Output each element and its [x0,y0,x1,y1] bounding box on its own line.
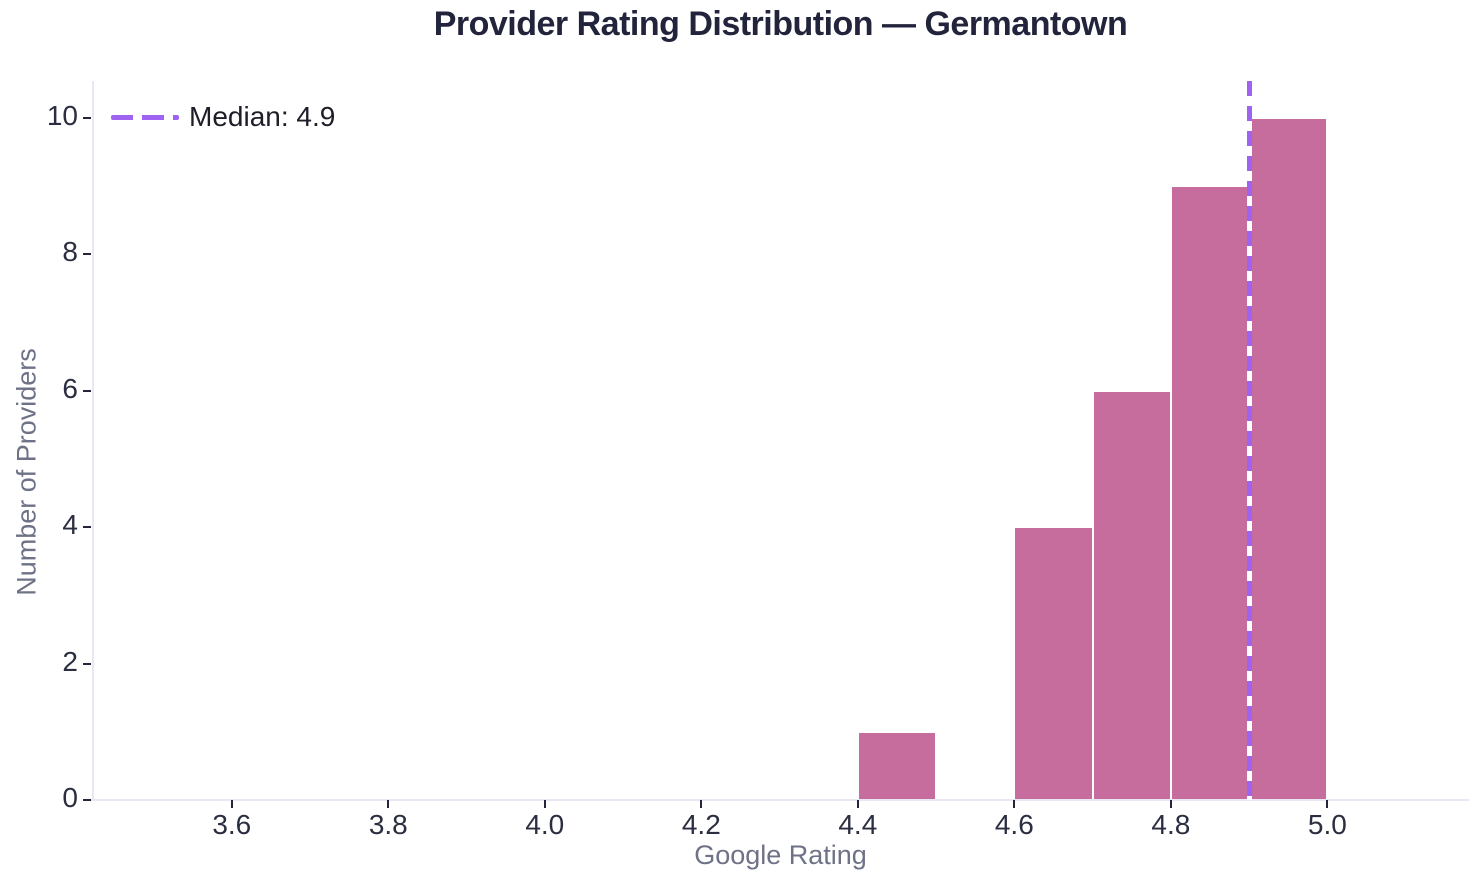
x-tick-mark [387,800,390,808]
y-tick-label: 8 [62,236,78,268]
chart-title: Provider Rating Distribution — Germantow… [433,5,1128,43]
y-tick-label: 4 [62,509,78,541]
y-axis-line [91,81,94,800]
x-tick-label: 4.6 [994,809,1034,840]
legend-label: Median: 4.9 [189,101,336,132]
y-tick-mark [83,389,91,392]
x-tick-label: 3.6 [212,809,252,840]
median-line [1246,81,1252,800]
y-tick-label: 2 [62,645,78,677]
x-axis-line [91,799,1469,801]
y-tick-mark [83,662,91,665]
x-tick-label: 4.4 [838,809,878,840]
y-tick-mark [83,526,91,529]
x-tick-mark [856,800,859,808]
y-tick-mark [83,799,91,801]
x-tick-label: 5.0 [1307,809,1347,840]
y-tick-mark [83,116,91,119]
x-tick-mark [1013,800,1016,808]
median-line-legend-key-icon [111,114,179,120]
y-tick-label: 10 [46,99,78,131]
x-axis-title: Google Rating [694,840,867,870]
y-tick-mark [83,253,91,256]
x-tick-label: 4.0 [525,809,565,840]
x-tick-mark [1326,800,1329,808]
y-tick-label: 0 [62,782,78,814]
legend: Median: 4.9 [111,100,335,134]
histogram-bar [1170,186,1250,800]
y-tick-label: 6 [62,372,78,404]
x-tick-mark [230,800,233,808]
histogram-bar [857,731,937,800]
x-tick-label: 4.2 [681,809,721,840]
x-tick-mark [543,800,546,808]
histogram-bar [1014,527,1093,800]
y-axis-title: Number of Providers [11,348,42,596]
x-tick-label: 3.8 [368,809,408,840]
histogram-bar [1092,390,1171,800]
x-tick-mark [1169,800,1172,808]
histogram-bar [1249,117,1328,800]
x-tick-label: 4.8 [1151,809,1191,840]
x-tick-mark [700,800,703,808]
